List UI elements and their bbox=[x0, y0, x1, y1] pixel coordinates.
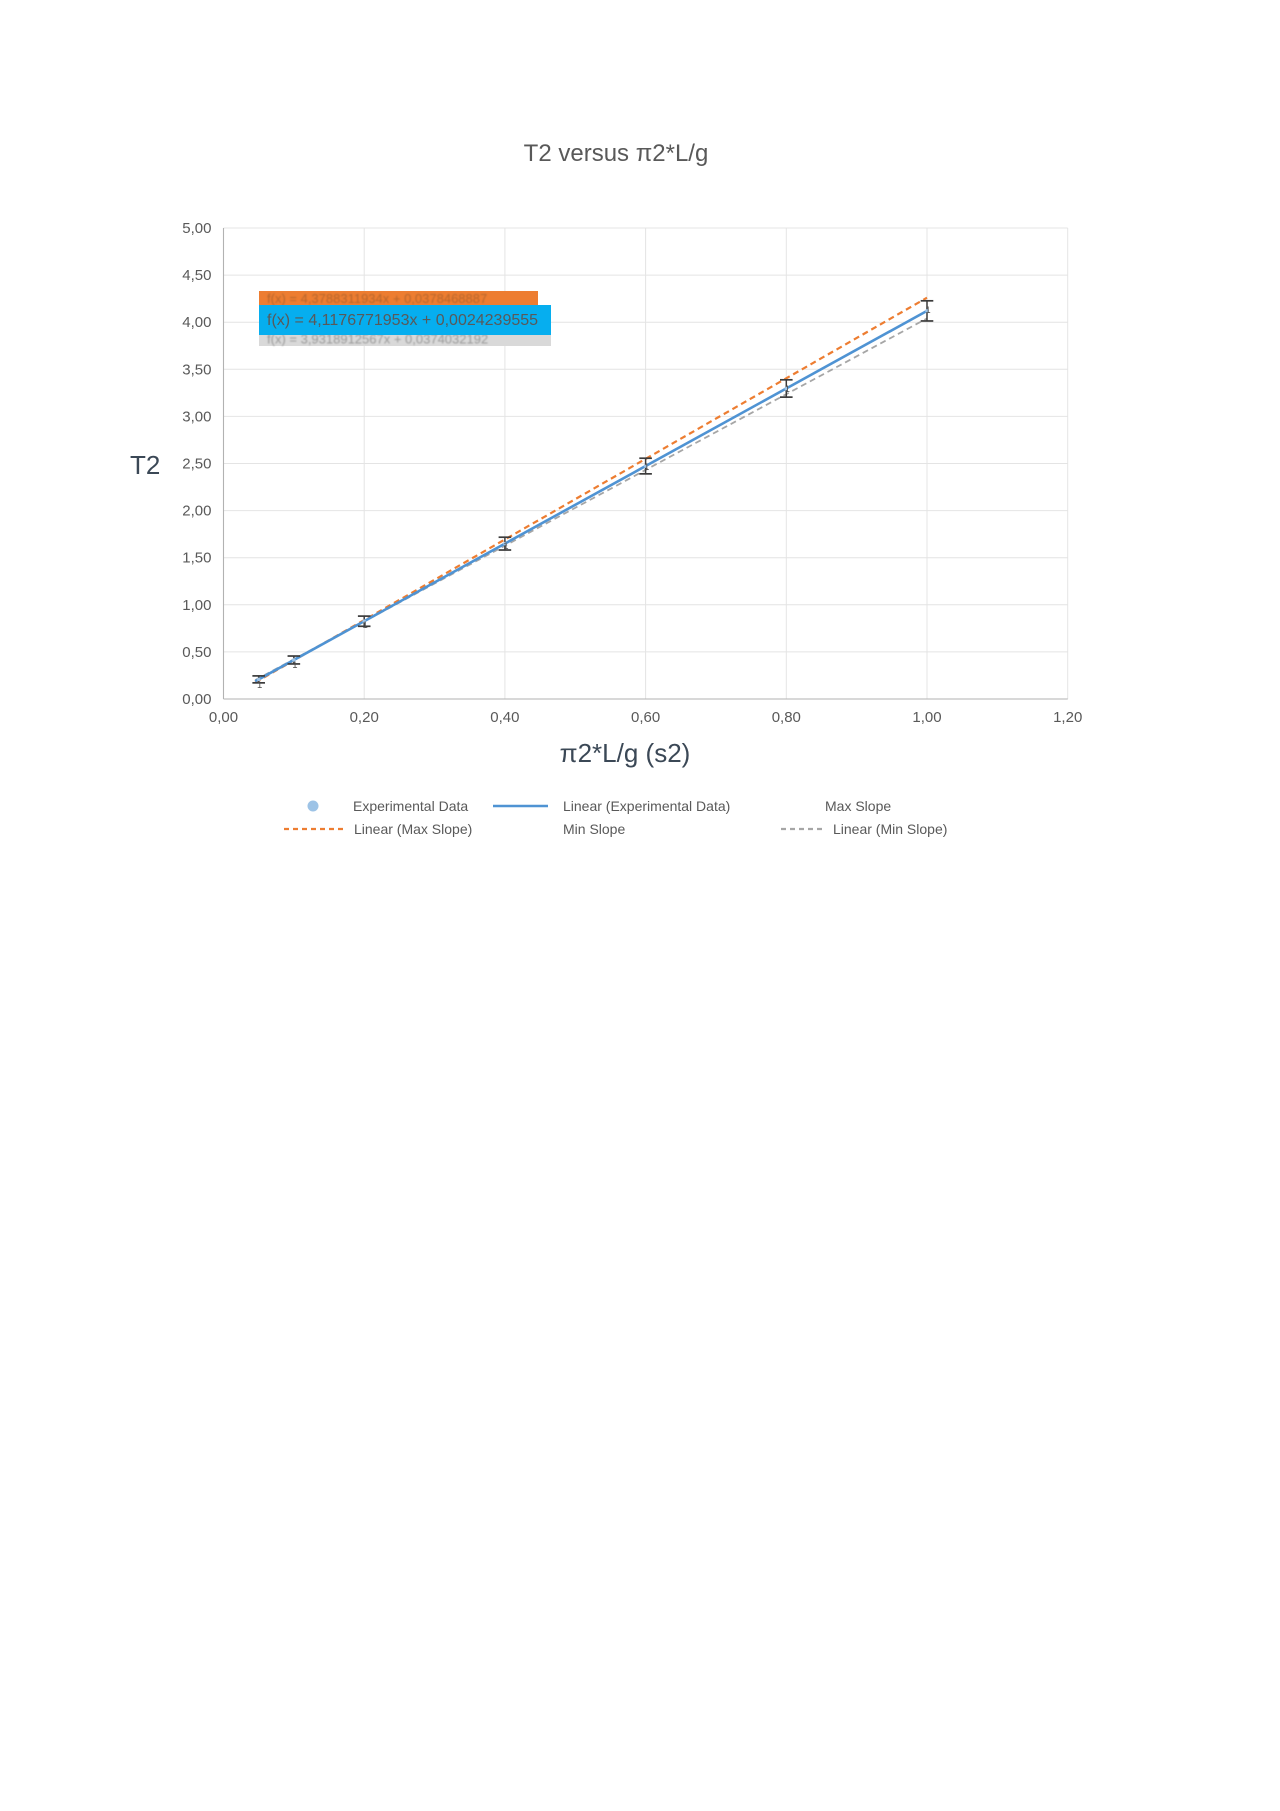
svg-text:0,00: 0,00 bbox=[182, 691, 211, 708]
svg-text:3,00: 3,00 bbox=[182, 408, 211, 425]
svg-text:3,50: 3,50 bbox=[182, 361, 211, 378]
svg-text:0,40: 0,40 bbox=[490, 709, 519, 726]
svg-text:2,00: 2,00 bbox=[182, 503, 211, 520]
svg-text:Linear (Experimental Data): Linear (Experimental Data) bbox=[563, 798, 730, 814]
svg-text:0,80: 0,80 bbox=[772, 709, 801, 726]
svg-text:Linear (Min Slope): Linear (Min Slope) bbox=[833, 821, 947, 837]
svg-text:0,50: 0,50 bbox=[182, 644, 211, 661]
svg-text:f(x) = 4,1176771953x + 0,00242: f(x) = 4,1176771953x + 0,0024239555 bbox=[267, 312, 538, 329]
svg-text:0,20: 0,20 bbox=[350, 709, 379, 726]
svg-text:Experimental Data: Experimental Data bbox=[353, 798, 468, 814]
svg-text:4,00: 4,00 bbox=[182, 314, 211, 331]
svg-text:Max Slope: Max Slope bbox=[825, 798, 891, 814]
svg-text:0,00: 0,00 bbox=[209, 709, 238, 726]
svg-text:f(x) = 4,3788311934x + 0,03784: f(x) = 4,3788311934x + 0,0378468887 bbox=[267, 291, 487, 306]
svg-text:1: 1 bbox=[785, 384, 790, 395]
svg-text:1,00: 1,00 bbox=[912, 709, 941, 726]
svg-text:1,00: 1,00 bbox=[182, 597, 211, 614]
svg-text:1: 1 bbox=[292, 660, 297, 671]
svg-text:Linear (Max Slope): Linear (Max Slope) bbox=[354, 821, 472, 837]
svg-text:1: 1 bbox=[503, 541, 508, 552]
svg-text:2,50: 2,50 bbox=[182, 456, 211, 473]
svg-text:1: 1 bbox=[925, 305, 930, 316]
svg-text:1,50: 1,50 bbox=[182, 550, 211, 567]
svg-text:1: 1 bbox=[257, 680, 262, 691]
svg-text:1: 1 bbox=[644, 462, 649, 473]
svg-text:1: 1 bbox=[363, 620, 368, 631]
svg-text:1,20: 1,20 bbox=[1053, 709, 1082, 726]
svg-text:Min Slope: Min Slope bbox=[563, 821, 625, 837]
svg-text:4,50: 4,50 bbox=[182, 267, 211, 284]
svg-text:5,00: 5,00 bbox=[182, 220, 211, 237]
svg-text:0,60: 0,60 bbox=[631, 709, 660, 726]
